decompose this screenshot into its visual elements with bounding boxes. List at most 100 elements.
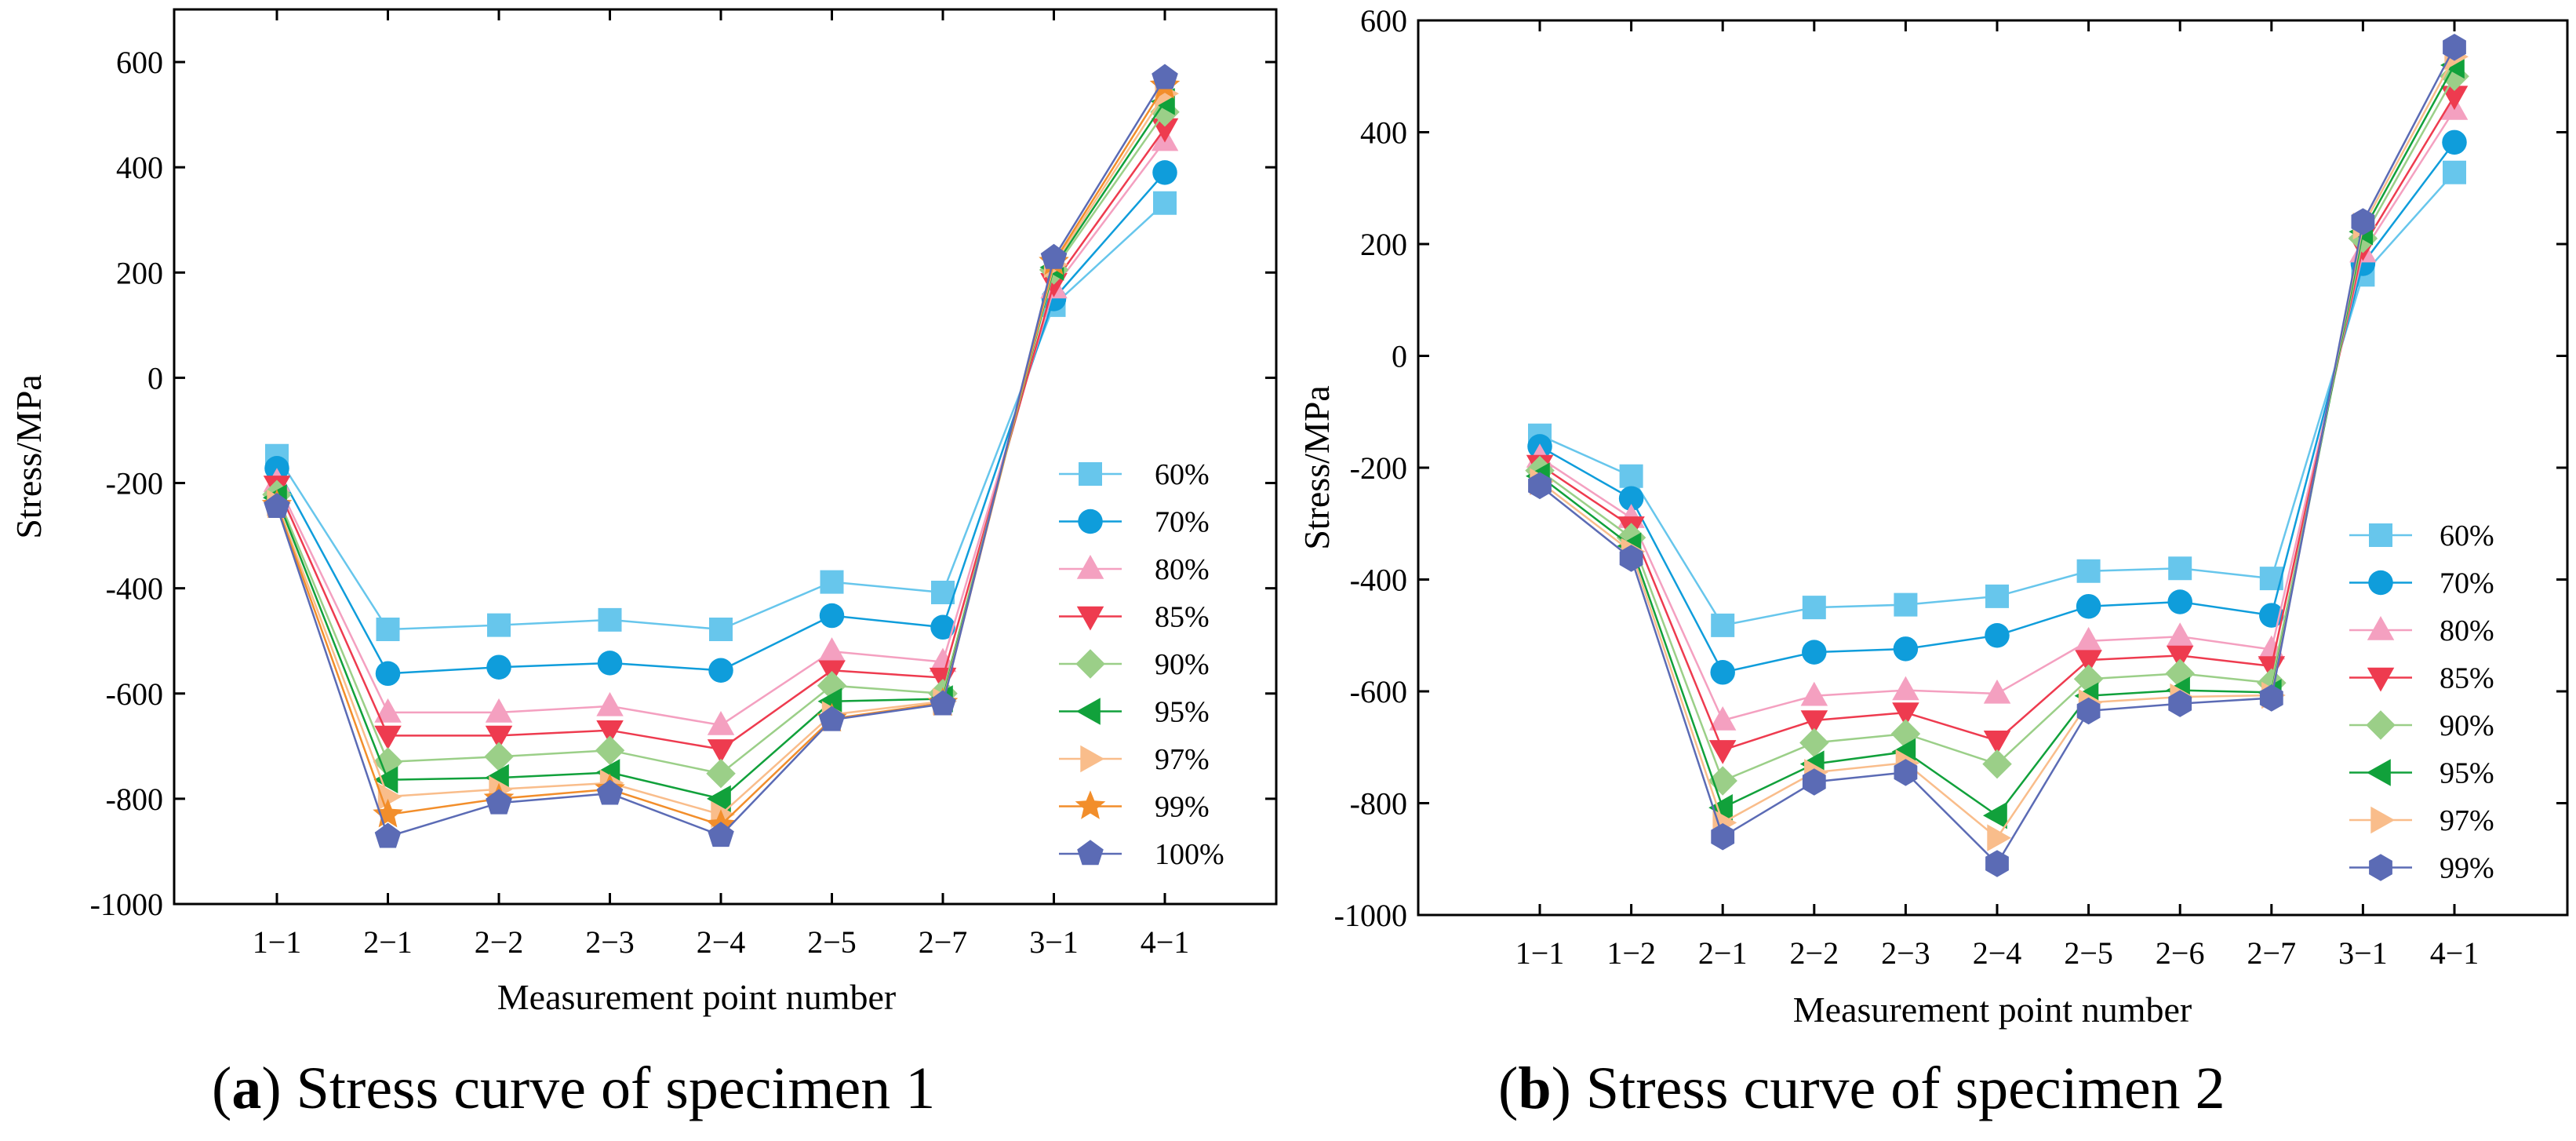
panel-b-data-point (1708, 766, 1737, 796)
panel-b-legend-label: 90% (2440, 709, 2494, 742)
panel-a-series-line (275, 127, 1166, 751)
panel-b-x-tick-label: 2−6 (2156, 935, 2205, 971)
panel-b-y-tick-label: 200 (1360, 227, 1407, 262)
panel-a-series-line (275, 172, 1166, 675)
panel-a-data-point (1040, 243, 1068, 269)
panel-a-series-100pct (264, 64, 1178, 848)
panel-a-data-point (374, 725, 402, 750)
panel-a-data-point (818, 637, 846, 662)
panel-a-legend-label: 100% (1155, 838, 1224, 871)
panel-a-data-point (708, 822, 734, 848)
panel-a-legend-marker (1077, 840, 1104, 866)
panel-b-legend-label: 70% (2440, 567, 2494, 600)
panel-a-series-line (275, 100, 1166, 800)
panel-a-data-point (931, 581, 955, 604)
panel-a-data-point (708, 658, 733, 684)
panel-a-data-point (930, 690, 956, 716)
panel-b-caption: (b) Stress curve of specimen 2 (1498, 1055, 2225, 1121)
panel-b-series-95pct (1526, 51, 2465, 829)
panel-b-series-97pct (1530, 43, 2469, 851)
panel-b-legend-marker (2369, 854, 2392, 881)
panel-b-legend-label: 60% (2440, 519, 2494, 552)
panel-b-series-line (1539, 95, 2456, 752)
panel-a-data-point (706, 758, 736, 789)
panel-a-x-tick-label: 2−3 (585, 924, 635, 960)
panel-b-legend-item: 85% (2349, 662, 2494, 695)
panel-b-data-point (1985, 584, 2009, 608)
panel-b-data-point (1894, 759, 1918, 786)
panel-a-data-point (596, 779, 624, 805)
panel-a-legend-item: 60% (1059, 458, 1210, 491)
panel-a-y-tick-label: -400 (106, 571, 163, 607)
panel-a-label: a (231, 1055, 261, 1121)
panel-b-plot-frame (1417, 19, 2569, 917)
panel-b-data-point (1619, 545, 1643, 572)
panel-a-series-60pct (265, 191, 1177, 641)
panel-b-data-point (1708, 794, 1733, 822)
panel-b-chart: -1000 -800 -600 -400 -200 0 200 400 600 1−1 1−2 2−… (1297, 3, 2569, 1121)
panel-a-y-tick-label: -200 (106, 466, 163, 501)
panel-b-series-60pct (1528, 160, 2466, 637)
panel-b-legend-item: 70% (2349, 567, 2494, 600)
panel-b-data-point (1619, 464, 1643, 488)
panel-b-x-tick-label: 1−2 (1606, 935, 1656, 971)
panel-b-y-axis-title: Stress/MPa (1297, 385, 1337, 550)
panel-b-data-point (1618, 486, 1644, 511)
panel-b-data-point (1985, 850, 2009, 877)
panel-a-data-point (707, 739, 735, 764)
panel-b-data-point (1802, 768, 1826, 796)
panel-a-data-point (484, 742, 514, 771)
panel-a-series-90pct (262, 97, 1180, 789)
panel-b-data-point (2168, 690, 2192, 717)
panel-a-legend-label: 70% (1155, 506, 1210, 539)
panel-a-plot-frame (173, 8, 1278, 906)
panel-b-series-85pct (1526, 86, 2469, 764)
panel-a-series (261, 64, 1181, 848)
panel-a-y-tick-label: -800 (106, 782, 163, 817)
panel-a-data-point (374, 698, 402, 723)
panel-b-data-point (1799, 727, 1829, 758)
panel-a-legend-marker (1076, 606, 1104, 631)
panel-a-data-point (596, 720, 624, 745)
panel-a-legend-label: 95% (1155, 696, 1210, 729)
panel-b-data-point (1983, 801, 2007, 829)
panel-b-data-point (1890, 719, 1921, 749)
panel-b-data-point (1800, 681, 1828, 706)
panel-b-data-point (1708, 740, 1737, 764)
panel-a-x-ticks: 1−1 2−1 2−2 2−3 2−4 2−5 2−7 3−1 4−1 (253, 9, 1189, 960)
panel-a-data-point (707, 785, 731, 813)
panel-b-data-point (2168, 556, 2192, 581)
panel-b-label: b (1518, 1055, 1551, 1121)
panel-a-data-point (487, 613, 511, 637)
panel-a-data-point (1152, 160, 1177, 185)
panel-b-x-tick-label: 2−5 (2064, 935, 2113, 971)
panel-a-y-axis-title: Stress/MPa (9, 374, 49, 539)
panel-a-data-point (596, 691, 624, 716)
panel-a-data-point (819, 603, 845, 629)
panel-a-data-point (486, 789, 512, 815)
panel-a-legend-label: 60% (1155, 458, 1210, 491)
panel-a-legend-marker (1075, 649, 1105, 679)
panel-a-data-point (1153, 191, 1177, 215)
panel-b-data-point (1711, 823, 1735, 851)
panel-a-legend-item: 99% (1059, 790, 1210, 824)
panel-b-legend-item: 80% (2349, 614, 2494, 647)
panel-a-x-tick-label: 3−1 (1029, 924, 1079, 960)
panel-a-x-axis-title: Measurement point number (497, 977, 896, 1017)
panel-b-y-tick-label: 0 (1392, 339, 1407, 374)
panel-b-data-point (1983, 731, 2011, 755)
panel-b-y-tick-label: -400 (1350, 563, 1407, 598)
panel-a-data-point (709, 618, 733, 641)
panel-b-legend-marker (2367, 759, 2391, 786)
panel-b-data-point (1982, 749, 2012, 779)
panel-b-data-point (2166, 622, 2194, 647)
panel-a-series-line (275, 202, 1166, 631)
panel-b-x-axis-title: Measurement point number (1793, 990, 2192, 1030)
panel-b-legend-item: 90% (2349, 709, 2494, 742)
panel-b-data-point (2259, 684, 2283, 712)
panel-b-data-point (1892, 702, 1919, 727)
panel-a-legend-label: 80% (1155, 553, 1210, 586)
panel-b-legend-label: 80% (2440, 614, 2494, 647)
panel-b-legend-item: 95% (2349, 757, 2494, 790)
